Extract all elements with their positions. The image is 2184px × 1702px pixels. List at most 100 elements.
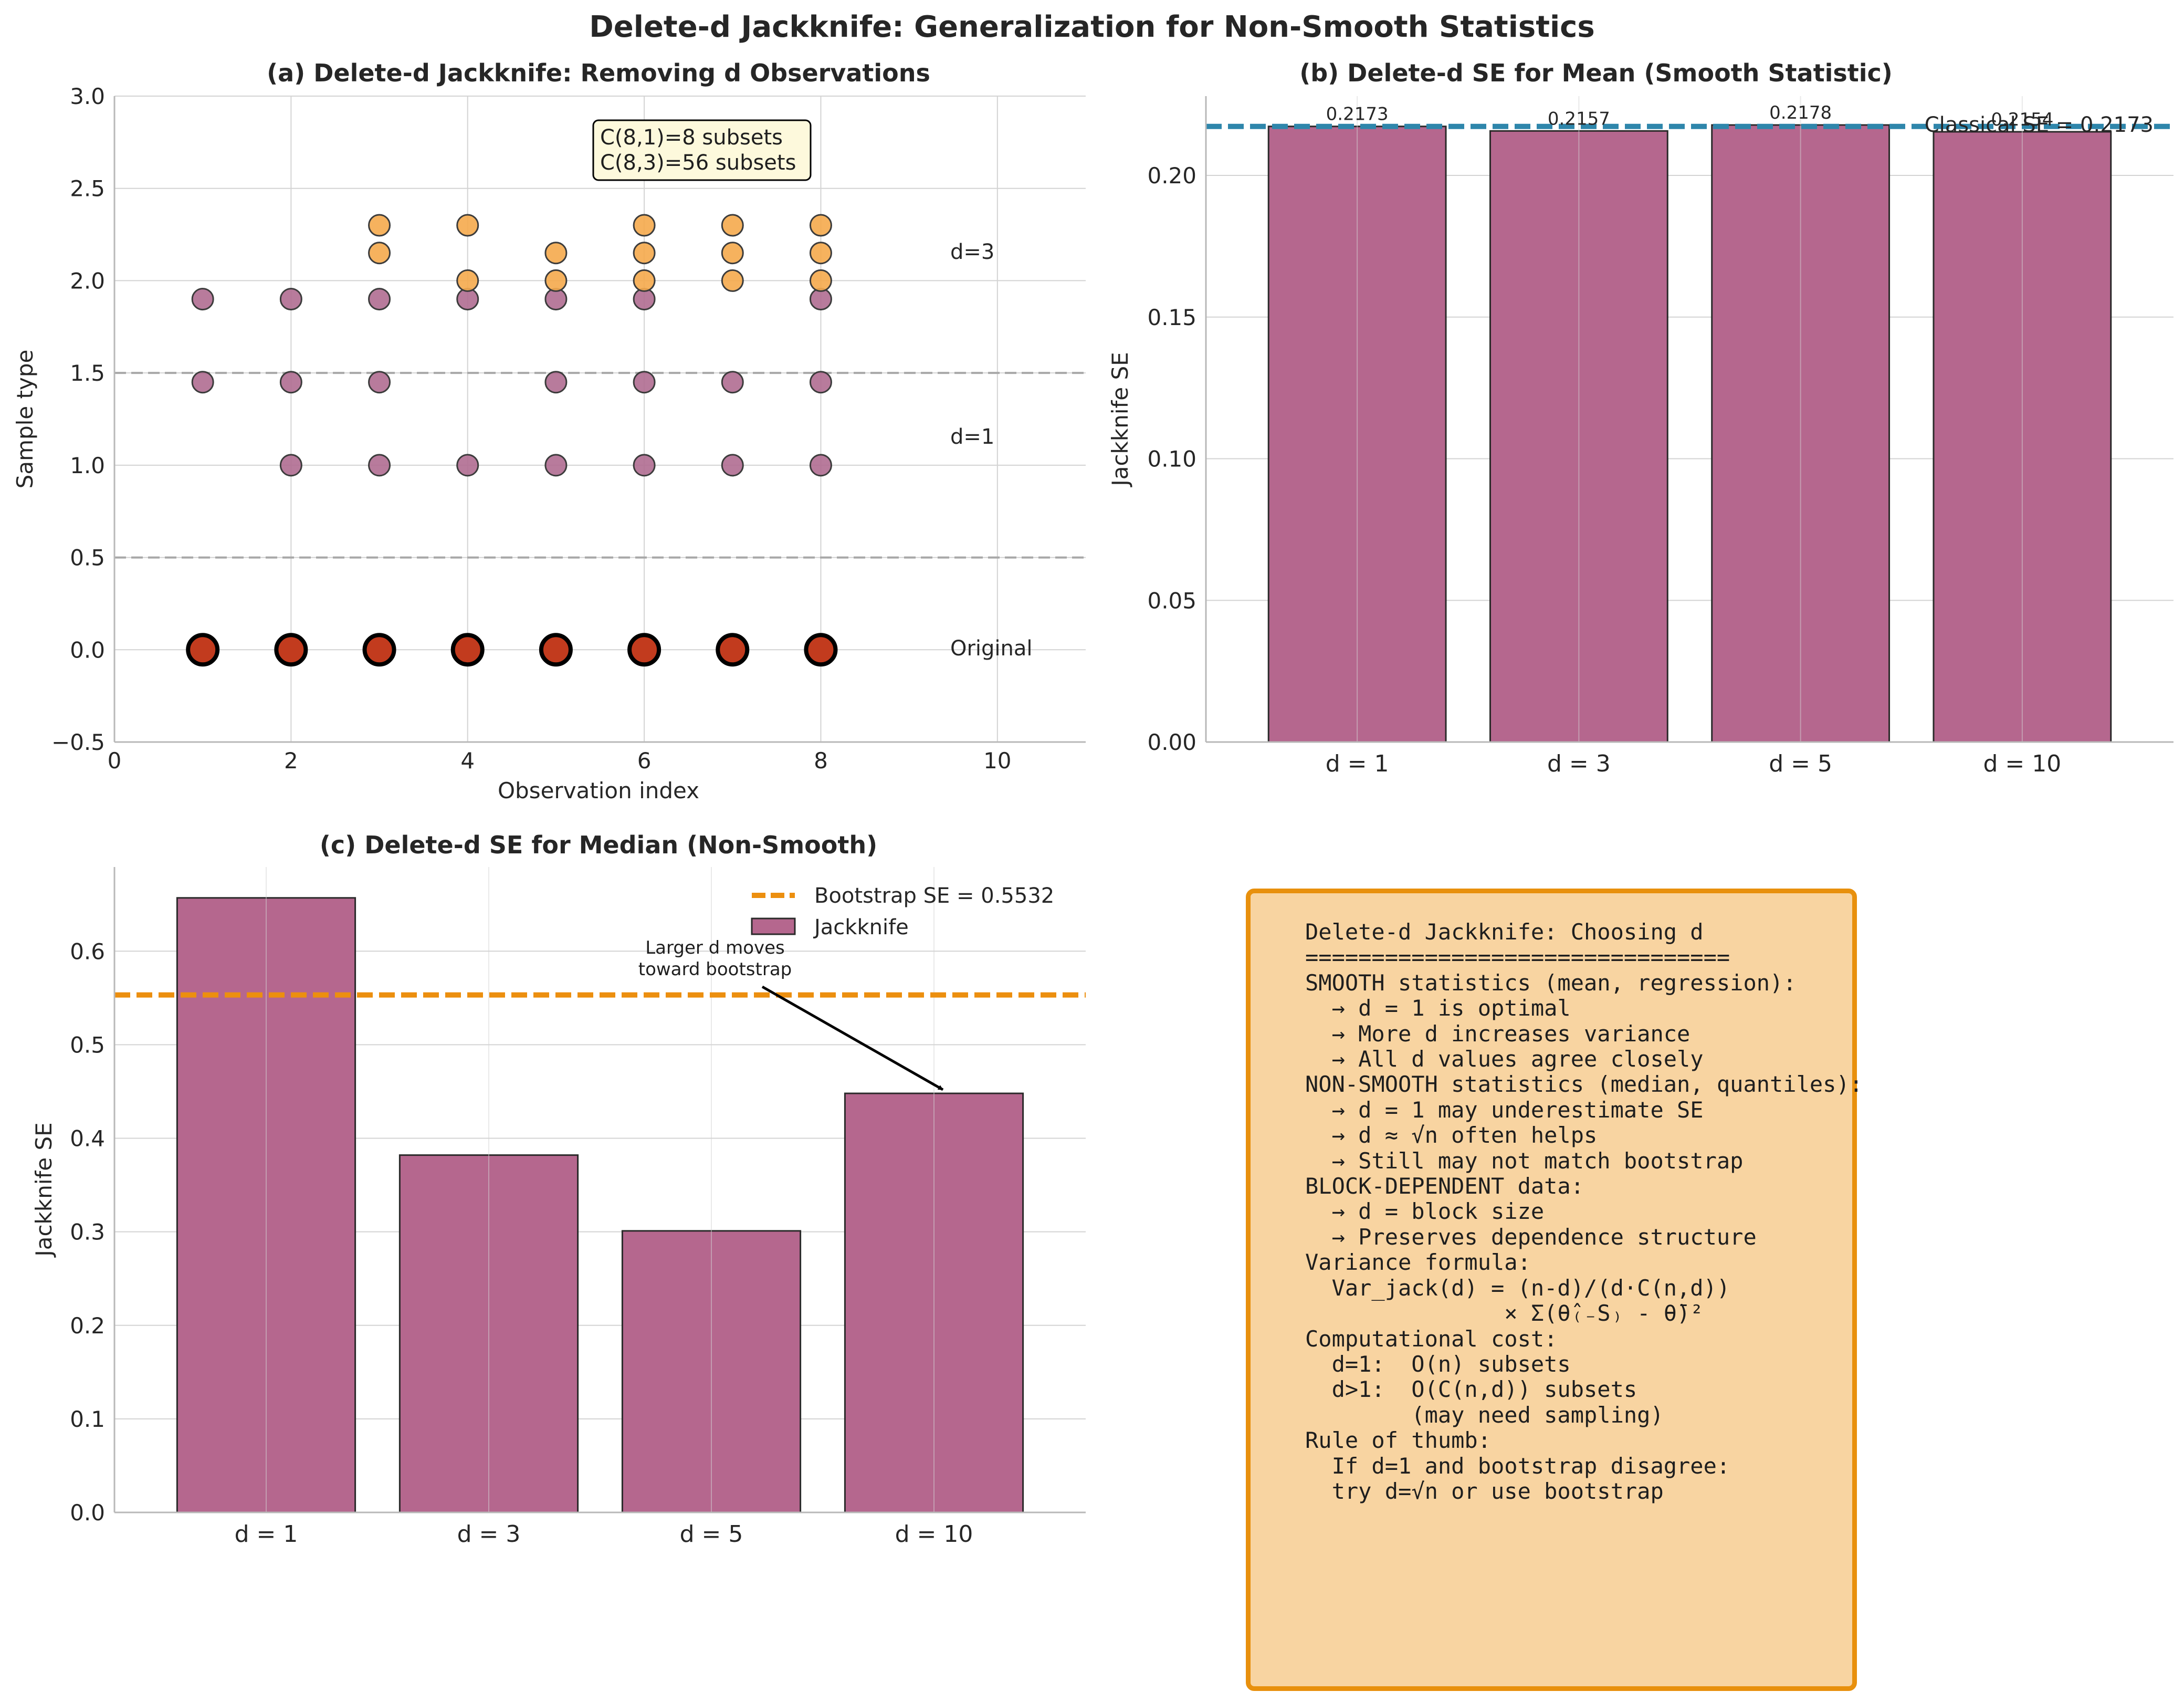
info-line: × Σ(θ̂₍₋S₎ - θ̄)² xyxy=(1305,1300,1704,1327)
sample-point xyxy=(721,371,744,394)
panel-c-ylabel: Jackknife SE xyxy=(31,1122,57,1258)
y-tick-label: 1.0 xyxy=(70,453,105,478)
y-tick-label: −0.5 xyxy=(51,729,105,755)
original-point xyxy=(539,633,573,667)
original-point xyxy=(186,633,220,667)
y-tick-label: 3.0 xyxy=(70,83,105,109)
bar-value-label: 0.2157 xyxy=(1548,108,1610,129)
info-line: Rule of thumb: xyxy=(1305,1427,1492,1454)
info-line: try d=√n or use bootstrap xyxy=(1305,1478,1664,1504)
sample-point xyxy=(456,454,479,477)
panel-c-bar-chart: d = 1 d = 3 d = 5 d = 10 0.0 0.1 0.2 0.3 0.4 0.5 0… xyxy=(31,831,1086,1548)
original-point xyxy=(450,633,485,667)
sample-point xyxy=(456,269,479,292)
info-line: → Preserves dependence structure xyxy=(1305,1224,1757,1250)
panel-c-bars xyxy=(176,897,1024,1513)
info-line: → Still may not match bootstrap xyxy=(1305,1147,1744,1174)
x-tick-label: 0 xyxy=(108,748,122,774)
y-tick-label: 0.5 xyxy=(70,1032,105,1058)
y-tick-label: 0.4 xyxy=(70,1126,105,1152)
y-tick-label: 0.5 xyxy=(70,545,105,571)
sample-point xyxy=(633,242,656,265)
x-tick-label: 8 xyxy=(814,748,828,774)
panel-b-tick-labels: d = 1 d = 3 d = 5 d = 10 0.00 0.05 0.10 0.15 0.2… xyxy=(1147,163,2061,777)
sample-point xyxy=(368,288,391,311)
panel-b-bars xyxy=(1267,124,2112,743)
info-line: → All d values agree closely xyxy=(1305,1046,1704,1072)
info-line: Variance formula: xyxy=(1305,1249,1531,1276)
original-point xyxy=(362,633,396,667)
sample-point xyxy=(544,371,568,394)
figure-title: Delete-d Jackknife: Generalization for N… xyxy=(589,10,1594,44)
y-tick-label: 1.5 xyxy=(70,360,105,386)
sample-point xyxy=(721,269,744,292)
original-point xyxy=(804,633,838,667)
y-tick-label: 0.0 xyxy=(70,1500,105,1526)
info-line: SMOOTH statistics (mean, regression): xyxy=(1305,969,1797,996)
info-line: → d = 1 may underestimate SE xyxy=(1305,1097,1704,1123)
sample-point xyxy=(809,242,832,265)
x-tick-label: 6 xyxy=(637,748,652,774)
sample-point xyxy=(633,454,656,477)
x-tick-label: d = 3 xyxy=(457,1521,521,1548)
y-tick-label: 0.3 xyxy=(70,1219,105,1245)
x-tick-label: d = 10 xyxy=(895,1521,973,1548)
original-point xyxy=(716,633,750,667)
sample-point xyxy=(721,454,744,477)
bar-value-label: 0.2178 xyxy=(1769,102,1832,123)
panel-a-grid xyxy=(114,96,1086,743)
sample-point xyxy=(279,288,302,311)
x-tick-label: d = 1 xyxy=(235,1521,298,1548)
panel-a-title: (a) Delete-d Jackknife: Removing d Obser… xyxy=(267,59,930,87)
sample-point xyxy=(368,371,391,394)
y-tick-label: 0.2 xyxy=(70,1313,105,1339)
x-tick-label: d = 5 xyxy=(1769,750,1832,777)
sample-point xyxy=(544,454,568,477)
sample-point xyxy=(279,454,302,477)
panel-c-legend: Bootstrap SE = 0.5532 Jackknife xyxy=(751,884,1054,939)
sample-point xyxy=(191,288,214,311)
y-tick-label: 0.20 xyxy=(1147,163,1196,189)
sample-point xyxy=(809,371,832,394)
y-tick-label: 2.5 xyxy=(70,176,105,202)
y-tick-label: 2.0 xyxy=(70,268,105,294)
info-line: Computational cost: xyxy=(1305,1325,1558,1352)
x-tick-label: 10 xyxy=(983,748,1011,774)
sample-point xyxy=(633,269,656,292)
sample-point xyxy=(721,242,744,265)
x-tick-label: d = 1 xyxy=(1326,750,1389,777)
info-line: → d ≈ √n often helps xyxy=(1305,1122,1598,1148)
panel-c-vertical-grid xyxy=(266,867,934,1512)
x-tick-label: 2 xyxy=(284,748,298,774)
info-line: → d = block size xyxy=(1305,1198,1545,1225)
y-tick-label: 0.0 xyxy=(70,637,105,663)
info-line: → More d increases variance xyxy=(1305,1020,1690,1047)
panel-c-title: (c) Delete-d SE for Median (Non-Smooth) xyxy=(320,831,877,859)
sample-point xyxy=(544,242,568,265)
subsets-annotation-line-2: C(8,3)=56 subsets xyxy=(600,151,796,175)
sample-point xyxy=(809,454,832,477)
classical-se-label: Classical SE = 0.2173 xyxy=(1925,113,2154,137)
row-label-d1: d=1 xyxy=(950,425,994,449)
x-tick-label: d = 10 xyxy=(1983,750,2061,777)
info-line: BLOCK-DEPENDENT data: xyxy=(1305,1173,1584,1199)
info-line: d=1: O(n) subsets xyxy=(1305,1351,1571,1377)
sample-point xyxy=(368,242,391,265)
y-tick-label: 0.00 xyxy=(1147,729,1196,755)
y-tick-label: 0.1 xyxy=(70,1406,105,1432)
legend-jackknife-label: Jackknife xyxy=(813,915,909,939)
sample-point xyxy=(191,371,214,394)
y-tick-label: 0.15 xyxy=(1147,305,1196,330)
sample-point xyxy=(544,269,568,292)
row-label-d3: d=3 xyxy=(950,240,994,264)
panel-a-axes xyxy=(113,96,1086,743)
x-tick-label: d = 5 xyxy=(680,1521,743,1548)
y-tick-label: 0.10 xyxy=(1147,446,1196,472)
panel-b-bar-chart: 0.2173 0.2157 0.2178 0.2154 d = 1 d = 3 d = 5… xyxy=(1107,59,2174,777)
sample-point xyxy=(368,454,391,477)
info-line: NON-SMOOTH statistics (median, quantiles… xyxy=(1305,1071,1863,1098)
panel-a-tick-labels: 0 2 4 6 8 10 −0.5 0.0 0.5 1.0 1.5 2.0 2.5 3.0 xyxy=(51,83,1012,774)
median-annotation-arrow xyxy=(761,985,944,1091)
panel-b-axes xyxy=(1205,96,2174,743)
